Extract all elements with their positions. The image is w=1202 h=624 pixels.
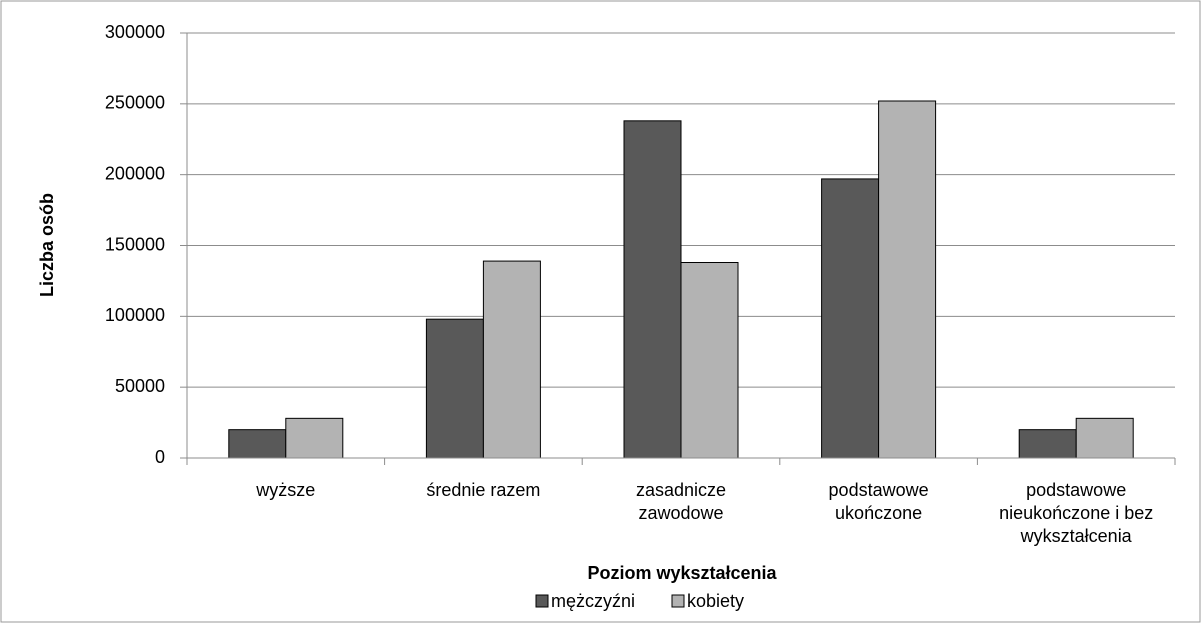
bar (285, 417, 344, 459)
y-tick-label: 300000 (105, 22, 165, 42)
y-axis-title: Liczba osób (37, 193, 57, 297)
legend-swatch (535, 594, 549, 608)
y-tick-label: 100000 (105, 305, 165, 325)
y-tick-label: 150000 (105, 234, 165, 254)
bar (1018, 429, 1077, 459)
bar (228, 429, 287, 459)
bar (425, 318, 484, 459)
y-tick-label: 200000 (105, 163, 165, 183)
legend-swatch (671, 594, 685, 608)
legend-label: mężczyźni (551, 591, 635, 611)
bar (680, 262, 739, 459)
bar (821, 178, 880, 459)
y-tick-label: 50000 (115, 376, 165, 396)
x-axis-title: Poziom wykształcenia (587, 563, 777, 583)
x-tick-label: zasadnicze zawodowe (635, 480, 727, 523)
x-tick-label: podstawowe nieukończone i bez wykształce… (999, 480, 1154, 546)
bar (482, 260, 541, 459)
x-tick-label: podstawowe ukończone (828, 480, 929, 523)
y-tick-label: 250000 (105, 93, 165, 113)
x-tick-label: średnie razem (426, 480, 541, 500)
legend-label: kobiety (687, 591, 744, 611)
x-tick-label: wyższe (256, 480, 316, 500)
bar (878, 100, 937, 459)
bar (623, 120, 682, 459)
y-tick-label: 0 (155, 447, 165, 467)
bar (1075, 417, 1134, 459)
